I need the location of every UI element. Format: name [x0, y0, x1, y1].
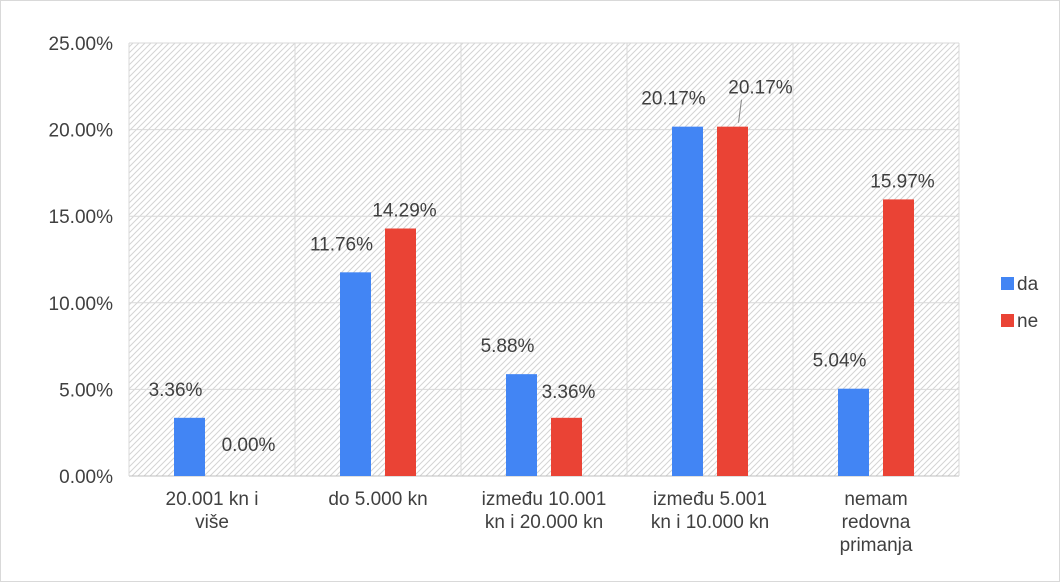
- y-tick-label: 25.00%: [49, 34, 114, 55]
- legend-label: ne: [1017, 311, 1038, 332]
- data-label: 14.29%: [372, 200, 437, 221]
- x-category-label: 20.001 kn i: [166, 489, 259, 510]
- x-category-label: između 10.001: [482, 489, 607, 510]
- y-tick-label: 0.00%: [59, 467, 113, 488]
- plot-area: [129, 43, 959, 476]
- bar-da-0: [174, 417, 205, 476]
- x-category-label: nemam: [844, 489, 907, 510]
- data-label: 3.36%: [542, 382, 596, 403]
- data-labels: 3.36% 11.76% 5.88% 20.17% 5.04% 0.00% 14.29% 3.…: [149, 78, 935, 456]
- y-tick-label: 15.00%: [49, 207, 114, 228]
- gridlines: [128, 42, 960, 477]
- x-category-label: kn i 10.000 kn: [651, 512, 769, 533]
- y-axis-labels: 0.00% 5.00% 10.00% 15.00% 20.00% 25.00%: [49, 34, 114, 488]
- bar-ne-1: [385, 228, 416, 476]
- bar-da-4: [838, 388, 869, 476]
- legend-swatch-da: [1001, 277, 1014, 290]
- bar-da-2: [506, 374, 537, 476]
- y-tick-label: 5.00%: [59, 380, 113, 401]
- data-label: 20.17%: [728, 78, 793, 99]
- bar-da-1: [340, 272, 371, 476]
- bar-ne-3: [717, 126, 748, 476]
- y-tick-label: 10.00%: [49, 294, 114, 315]
- data-label: 11.76%: [310, 234, 373, 255]
- x-category-label: više: [195, 512, 229, 533]
- legend: da ne: [1001, 274, 1039, 332]
- x-category-label: do 5.000 kn: [328, 489, 427, 510]
- x-category-label: redovna: [842, 512, 911, 533]
- data-label: 5.04%: [813, 351, 867, 372]
- y-tick-label: 20.00%: [49, 121, 114, 142]
- leader-line: [738, 99, 742, 123]
- data-label: 15.97%: [870, 171, 935, 192]
- bar-da-3: [672, 126, 703, 476]
- x-category-label: između 5.001: [653, 489, 767, 510]
- legend-label: da: [1017, 274, 1039, 295]
- x-category-label: kn i 20.000 kn: [485, 512, 603, 533]
- bar-ne-4: [883, 199, 914, 476]
- data-label: 3.36%: [149, 380, 203, 401]
- data-label: 20.17%: [641, 89, 706, 110]
- data-label: 0.00%: [222, 435, 276, 456]
- legend-swatch-ne: [1001, 314, 1014, 327]
- bar-ne-2: [551, 417, 582, 476]
- data-label: 5.88%: [481, 336, 535, 357]
- x-category-label: primanja: [840, 535, 913, 556]
- bars: [174, 126, 914, 476]
